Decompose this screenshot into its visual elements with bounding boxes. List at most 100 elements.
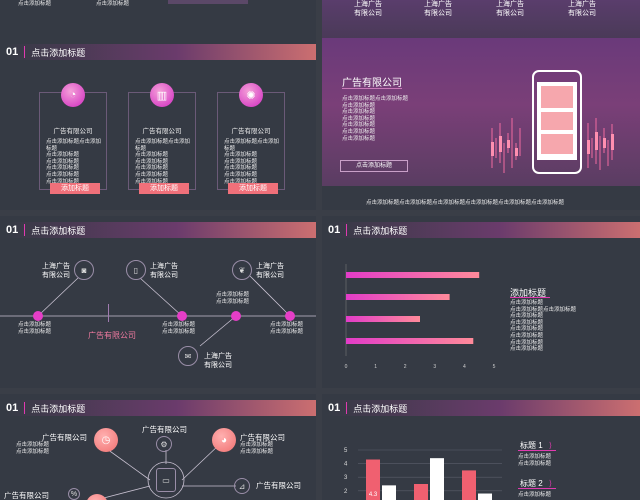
top-left-decor [168, 0, 248, 4]
header-divider [24, 46, 26, 58]
slide-header: 01 点击添加标题 [328, 400, 640, 416]
slide-title: 点击添加标题 [31, 47, 86, 58]
timeline-dot-4[interactable] [285, 311, 295, 321]
vbar-data-label: 4.3 [369, 492, 378, 498]
radial-left-top-company: 广告有限公司 [42, 433, 87, 442]
info-card-3[interactable]: ✺ 广告有限公司 点击添加标题点击添加标题 点击添加标题 点击添加标题 点击添加… [217, 83, 285, 194]
timeline-mid-right-text: 点击添加标题 点击添加标题 [216, 292, 250, 305]
vbar-y-tick: 3 [344, 475, 348, 481]
slide-header: 01 点击添加标题 [6, 44, 316, 60]
top-right-item-3: 上海广告 有限公司 [496, 1, 524, 17]
timeline-label-4: 上海广告 有限公司 [204, 353, 232, 369]
slide-cards[interactable]: 01 点击添加标题 ◔ 广告有限公司 点击添加标题点击添加标题 点击添加标题 点… [0, 38, 316, 210]
card-company: 广告有限公司 [53, 128, 93, 135]
timeline-label-1: 上海广告 有限公司 [42, 263, 70, 279]
footer-text: 点击添加标题点击添加标题点击添加标题点击添加标题点击添加标题点击添加标题 [366, 200, 565, 206]
slide-title: 点击添加标题 [31, 225, 86, 236]
title-underline [342, 88, 402, 89]
timeline-dot-3[interactable] [231, 311, 241, 321]
slide-title: 点击添加标题 [353, 225, 408, 236]
slide-title: 点击添加标题 [31, 403, 86, 414]
hbar-chart: 0 1 2 3 4 5 [345, 264, 496, 370]
phone-icon [532, 70, 582, 174]
slide-number: 01 [328, 224, 341, 236]
slide-header: 01 点击添加标题 [328, 222, 640, 238]
slide-radial[interactable]: 01 点击添加标题 广告有限公司 ⚙ ▭ 广告有限公司 点击添加标题 点击添加标… [0, 394, 316, 500]
vbar-bar [430, 458, 444, 500]
radial-left-bottom-node [86, 494, 108, 500]
hbar-bar [346, 294, 450, 300]
hbar-x-tick: 1 [374, 364, 377, 370]
hbar-x-tick: 4 [463, 364, 466, 370]
vbar-y-tick: 2 [344, 489, 348, 495]
add-title-button[interactable]: 添加标题 [50, 183, 100, 194]
envelope-icon: ✉ [178, 346, 198, 366]
top-right-item-1: 上海广告 有限公司 [354, 1, 382, 17]
slide-timeline[interactable]: 01 点击添加标题 上海广告 有限公司 ◙ ▯ 上海广告 有限公司 ❦ 上海广告 [0, 216, 316, 388]
bar-chart-icon: ▥ [150, 83, 174, 107]
timeline-lines [0, 275, 316, 347]
phone-screen [537, 82, 577, 160]
chevron-right-icon: ⟩ [548, 479, 553, 488]
vbar-bar [382, 485, 396, 500]
legend-item-1-underline [518, 450, 556, 451]
radial-left-bottom-company: 广告有限公司 [4, 491, 49, 500]
side-title-underline [510, 297, 550, 298]
add-title-button[interactable]: 添加标题 [228, 183, 278, 194]
vbar-bar [414, 484, 428, 500]
purple-backdrop [322, 38, 640, 186]
line-chart-icon: ⊿ [234, 478, 250, 494]
tablet-icon: ▭ [156, 468, 176, 492]
slide-top-left[interactable]: 点击添加标题 点击添加标题 [0, 0, 316, 38]
phone-slide-lines: 点击添加标题点击添加标题 点击添加标题 点击添加标题 点击添加标题 点击添加标题… [342, 96, 409, 142]
chevron-right-icon: ⟩ [548, 441, 553, 450]
vbar-bar [462, 470, 476, 500]
hbar-bar [346, 272, 480, 278]
timeline-bottom-mid-text: 点击添加标题 点击添加标题 [162, 322, 196, 335]
info-card-2[interactable]: ▥ 广告有限公司 点击添加标题点击添加标题 点击添加标题 点击添加标题 点击添加… [128, 83, 196, 194]
top-left-text-2: 点击添加标题 [96, 1, 130, 7]
pie-chart-icon: ◕ [212, 428, 236, 452]
timeline-center-company: 广告有限公司 [88, 331, 136, 340]
top-right-item-2: 上海广告 有限公司 [424, 1, 452, 17]
slide-phone[interactable]: 广告有限公司 点击添加标题点击添加标题 点击添加标题 点击添加标题 点击添加标题… [322, 38, 640, 210]
legend-item-1-title: 标题 1 ⟩ [520, 441, 553, 450]
card-lines: 点击添加标题点击添加标题 点击添加标题 点击添加标题 点击添加标题 点击添加标题… [46, 139, 102, 185]
vbar-bar [366, 459, 380, 500]
radial-right-top-lines: 点击添加标题 点击添加标题 [240, 442, 274, 455]
percent-icon: % [68, 488, 80, 500]
legend-item-1-lines: 点击添加标题 点击添加标题 [518, 454, 552, 467]
timeline-marker [108, 304, 109, 322]
slide-vbar-chart[interactable]: 01 点击添加标题 5 4 3 2 4.3 标题 1 ⟩ 点击添加标题 点击添加标题 标… [322, 394, 640, 500]
timeline-dot-1[interactable] [33, 311, 43, 321]
header-divider [24, 224, 26, 236]
slide-number: 01 [6, 402, 19, 414]
palm-icon: ❦ [232, 260, 252, 280]
phone-icon: ▯ [126, 260, 146, 280]
slide-number: 01 [6, 224, 19, 236]
slide-number: 01 [328, 402, 341, 414]
info-card-1[interactable]: ◔ 广告有限公司 点击添加标题点击添加标题 点击添加标题 点击添加标题 点击添加… [39, 83, 107, 194]
side-lines: 点击添加标题 点击添加标题点击添加标题 点击添加标题 点击添加标题 点击添加标题… [510, 300, 577, 353]
radial-right-bottom-company: 广告有限公司 [256, 481, 301, 490]
timeline-label-3: 上海广告 有限公司 [256, 263, 284, 279]
add-title-button[interactable]: 添加标题 [139, 183, 189, 194]
header-divider [24, 402, 26, 414]
radial-right-top-company: 广告有限公司 [240, 433, 285, 442]
slide-top-right[interactable]: 上海广告 有限公司 上海广告 有限公司 上海广告 有限公司 上海广告 有限公司 [322, 0, 640, 38]
hbar-x-tick: 0 [345, 364, 348, 370]
vbar-chart: 5 4 3 2 4.3 [344, 448, 502, 500]
slide-title: 点击添加标题 [353, 403, 408, 414]
legend-item-2-title: 标题 2 ⟩ [520, 479, 553, 488]
pie-chart-icon: ◔ [61, 83, 85, 107]
click-add-title-button[interactable]: 点击添加标题 [340, 160, 408, 172]
timeline-dot-2[interactable] [177, 311, 187, 321]
clock-icon: ◷ [94, 428, 118, 452]
vbar-y-tick: 5 [344, 448, 348, 454]
lightbulb-icon: ✺ [239, 83, 263, 107]
vbar-bar [478, 493, 492, 500]
timeline-bottom-right-text: 点击添加标题 点击添加标题 [270, 322, 304, 335]
hbar-bar [346, 316, 420, 322]
top-left-text-1: 点击添加标题 [18, 1, 52, 7]
